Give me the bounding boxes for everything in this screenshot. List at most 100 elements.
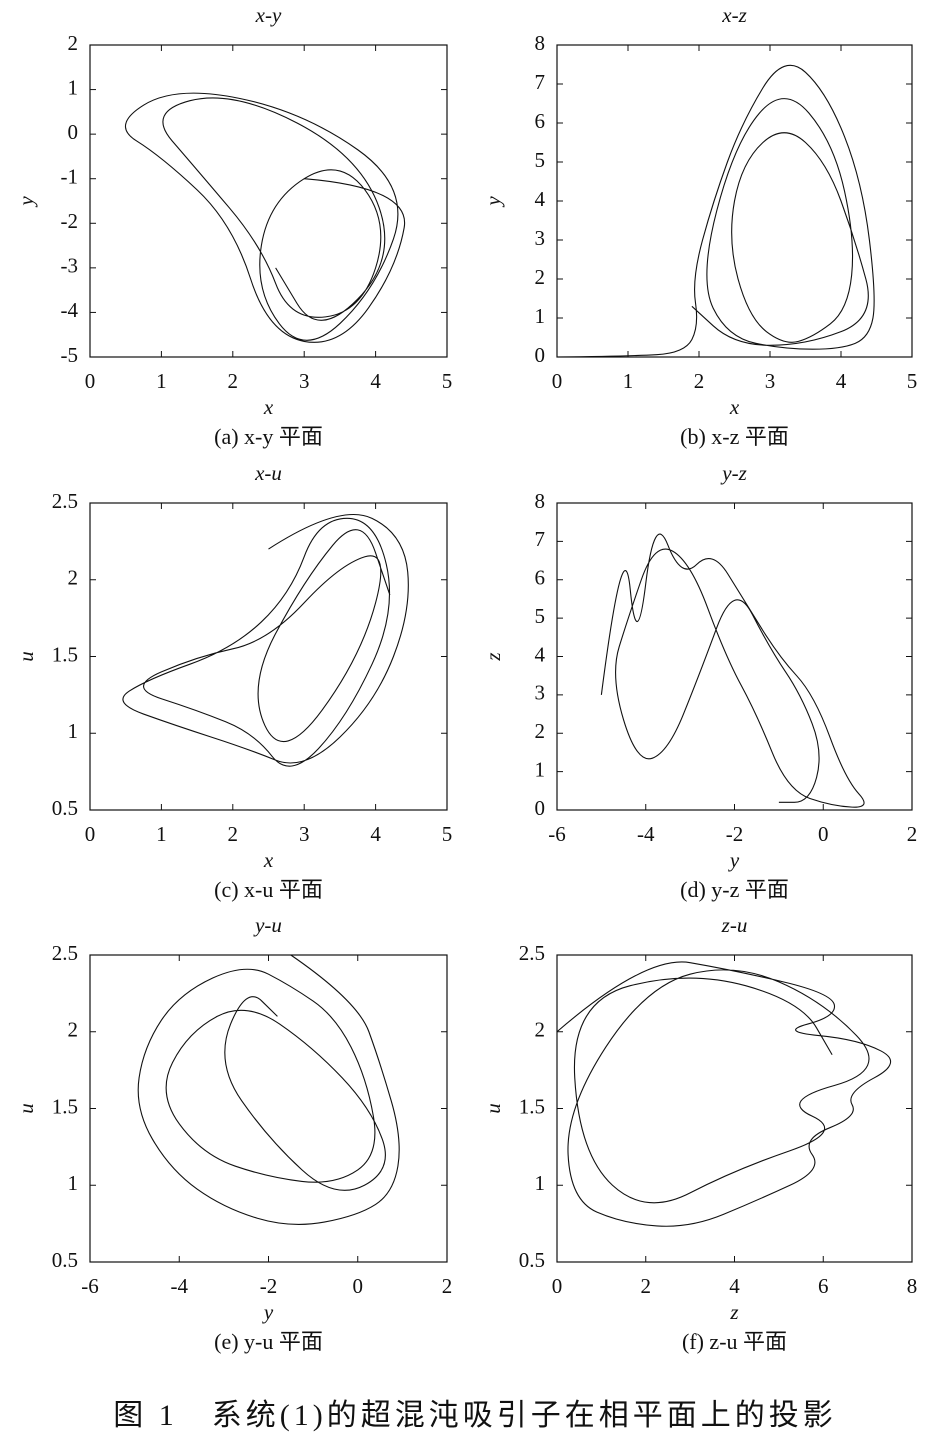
chart-title: y-z	[720, 461, 747, 485]
y-tick-label: 0.5	[52, 796, 78, 820]
x-axis-label: x	[263, 848, 274, 872]
y-tick-label: -1	[61, 165, 79, 189]
x-tick-label: 3	[765, 369, 776, 393]
panel-caption: (d) y-z 平面	[680, 877, 789, 902]
y-axis-label: y	[481, 196, 505, 208]
x-tick-label: -4	[171, 1274, 189, 1298]
x-tick-label: -6	[81, 1274, 99, 1298]
x-tick-label: 6	[818, 1274, 829, 1298]
x-tick-label: 2	[228, 822, 239, 846]
y-tick-label: 1.5	[52, 642, 78, 666]
y-tick-label: 2.5	[519, 941, 545, 965]
x-tick-label: 2	[694, 369, 705, 393]
x-tick-label: -2	[726, 822, 744, 846]
y-axis-label: u	[14, 1103, 38, 1114]
y-tick-label: 6	[535, 566, 546, 590]
y-tick-label: 2.5	[52, 489, 78, 513]
panel-caption: (c) x-u 平面	[214, 877, 323, 902]
plot-frame	[89, 44, 448, 358]
chart-title: x-u	[254, 461, 282, 485]
y-tick-label: 0.5	[519, 1248, 545, 1272]
y-axis-label: z	[481, 652, 505, 661]
x-tick-label: -2	[260, 1274, 278, 1298]
x-tick-label: 5	[442, 369, 453, 393]
x-tick-label: 4	[370, 822, 381, 846]
x-axis-label: y	[728, 848, 740, 872]
panel-caption: (f) z-u 平面	[682, 1329, 787, 1354]
chart-title: x-z	[721, 3, 747, 27]
y-tick-label: -5	[61, 343, 79, 367]
chart-title: x-y	[255, 3, 282, 27]
x-tick-label: 1	[623, 369, 634, 393]
y-axis-label: y	[14, 196, 38, 208]
chart-title: y-u	[253, 913, 282, 937]
y-tick-label: 6	[535, 109, 546, 133]
y-axis-label: u	[481, 1103, 505, 1114]
y-tick-label: 1	[68, 1171, 79, 1195]
figure-caption: 图 1 系统(1)的超混沌吸引子在相平面上的投影	[113, 1399, 836, 1432]
x-tick-label: 8	[907, 1274, 918, 1298]
y-tick-label: 1.5	[519, 1094, 545, 1118]
y-tick-label: 7	[535, 527, 546, 551]
panel-caption: (e) y-u 平面	[214, 1329, 323, 1354]
x-axis-label: x	[263, 395, 274, 419]
trajectory	[137, 954, 400, 1225]
x-tick-label: 3	[299, 822, 310, 846]
x-tick-label: 2	[641, 1274, 652, 1298]
y-tick-label: -4	[61, 298, 79, 322]
y-tick-label: 2	[68, 1018, 79, 1042]
trajectory	[556, 64, 875, 358]
y-tick-label: -3	[61, 254, 79, 278]
y-tick-label: 1	[535, 757, 546, 781]
y-tick-label: 1.5	[52, 1094, 78, 1118]
trajectory	[122, 513, 409, 767]
y-tick-label: 1	[68, 719, 79, 743]
y-tick-label: 2	[535, 719, 546, 743]
x-tick-label: 3	[299, 369, 310, 393]
plot-frame	[556, 954, 913, 1263]
x-axis-label: y	[262, 1300, 274, 1324]
y-tick-label: 3	[535, 226, 546, 250]
trajectory	[556, 961, 891, 1227]
y-tick-label: 0.5	[52, 1248, 78, 1272]
x-tick-label: 5	[907, 369, 918, 393]
y-tick-label: 2	[535, 265, 546, 289]
trajectory	[125, 92, 406, 343]
y-tick-label: 1	[535, 304, 546, 328]
y-tick-label: 0	[68, 120, 79, 144]
x-tick-label: 2	[907, 822, 918, 846]
x-tick-label: 0	[85, 822, 96, 846]
x-tick-label: 0	[85, 369, 96, 393]
y-tick-label: 0	[535, 796, 546, 820]
y-tick-label: 4	[535, 642, 546, 666]
y-tick-label: 2.5	[52, 941, 78, 965]
y-tick-label: 3	[535, 681, 546, 705]
x-tick-label: -4	[637, 822, 655, 846]
y-tick-label: 0	[535, 343, 546, 367]
y-tick-label: 2	[68, 566, 79, 590]
y-tick-label: 5	[535, 604, 546, 628]
x-tick-label: 2	[228, 369, 239, 393]
chart-title: z-u	[721, 913, 748, 937]
x-tick-label: 1	[156, 822, 167, 846]
x-tick-label: 0	[552, 1274, 563, 1298]
x-tick-label: 4	[729, 1274, 740, 1298]
y-tick-label: 4	[535, 187, 546, 211]
y-tick-label: -2	[61, 209, 79, 233]
panel-caption: (b) x-z 平面	[680, 424, 789, 449]
y-tick-label: 7	[535, 70, 546, 94]
x-tick-label: 2	[442, 1274, 453, 1298]
plot-frame	[556, 502, 913, 811]
x-tick-label: 4	[370, 369, 381, 393]
x-tick-label: 0	[353, 1274, 364, 1298]
x-tick-label: -6	[548, 822, 566, 846]
y-tick-label: 2	[68, 31, 79, 55]
x-tick-label: 1	[156, 369, 167, 393]
x-tick-label: 5	[442, 822, 453, 846]
y-tick-label: 1	[68, 75, 79, 99]
y-tick-label: 8	[535, 31, 546, 55]
y-tick-label: 8	[535, 489, 546, 513]
y-tick-label: 5	[535, 148, 546, 172]
x-tick-label: 4	[836, 369, 847, 393]
